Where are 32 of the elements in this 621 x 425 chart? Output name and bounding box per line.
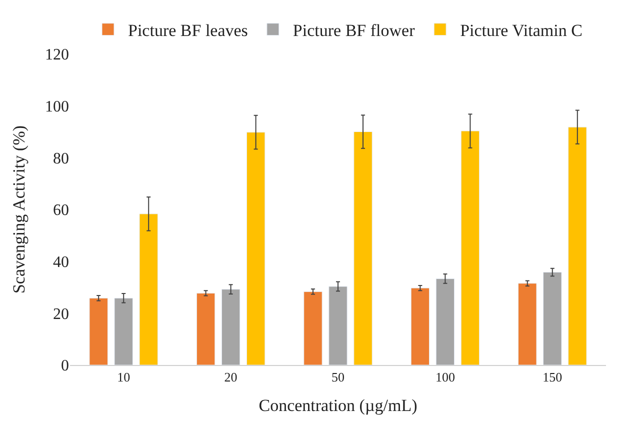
bar bbox=[460, 130, 480, 365]
bar bbox=[518, 283, 537, 365]
bar bbox=[568, 126, 587, 365]
bar bbox=[543, 272, 562, 365]
bar bbox=[196, 292, 216, 365]
y-tick-label: 40 bbox=[53, 254, 69, 271]
legend-label: Picture BF flower bbox=[292, 20, 416, 40]
bar bbox=[139, 214, 158, 365]
bar bbox=[246, 132, 266, 365]
y-tick-label: 80 bbox=[53, 150, 69, 168]
bar bbox=[328, 286, 348, 365]
x-tick-label: 100 bbox=[435, 370, 455, 385]
bar bbox=[114, 298, 133, 365]
legend-label: Picture BF leaves bbox=[128, 20, 248, 40]
x-tick-label: 20 bbox=[224, 370, 238, 385]
x-tick-label: 10 bbox=[117, 370, 130, 385]
bar bbox=[410, 288, 430, 365]
bar bbox=[304, 291, 322, 365]
bar bbox=[89, 298, 108, 365]
legend-label: Picture Vitamin C bbox=[460, 20, 582, 40]
y-axis-title: Scavenging Activity (%) bbox=[10, 125, 29, 294]
y-tick-label: 120 bbox=[45, 46, 69, 64]
x-axis-title: Concentration (µg/mL) bbox=[258, 396, 418, 415]
y-tick-label: 100 bbox=[45, 98, 69, 116]
x-tick-label: 50 bbox=[332, 370, 344, 385]
y-tick-label: 20 bbox=[53, 306, 69, 323]
y-tick-label: 60 bbox=[53, 202, 69, 220]
bar bbox=[221, 289, 240, 365]
x-tick-label: 150 bbox=[542, 370, 562, 385]
y-tick-label: 0 bbox=[61, 358, 69, 375]
bar bbox=[436, 278, 455, 365]
bar bbox=[354, 132, 372, 365]
